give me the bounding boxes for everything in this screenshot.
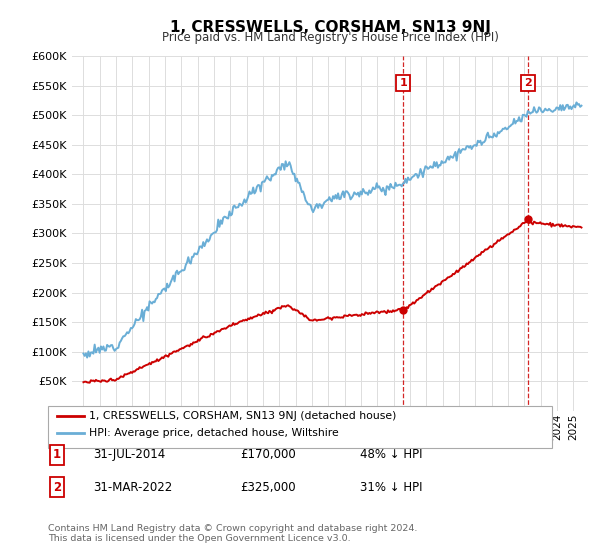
Text: 1: 1 [53, 448, 61, 461]
Text: 1, CRESSWELLS, CORSHAM, SN13 9NJ: 1, CRESSWELLS, CORSHAM, SN13 9NJ [170, 20, 490, 35]
Text: 31-JUL-2014: 31-JUL-2014 [93, 448, 165, 461]
Text: 2: 2 [53, 480, 61, 494]
Text: £325,000: £325,000 [240, 480, 296, 494]
Text: HPI: Average price, detached house, Wiltshire: HPI: Average price, detached house, Wilt… [89, 428, 338, 438]
Text: Price paid vs. HM Land Registry's House Price Index (HPI): Price paid vs. HM Land Registry's House … [161, 31, 499, 44]
Text: 1, CRESSWELLS, CORSHAM, SN13 9NJ (detached house): 1, CRESSWELLS, CORSHAM, SN13 9NJ (detach… [89, 411, 396, 421]
Text: 48% ↓ HPI: 48% ↓ HPI [360, 448, 422, 461]
Text: 31% ↓ HPI: 31% ↓ HPI [360, 480, 422, 494]
Text: 1: 1 [400, 78, 407, 87]
Text: £170,000: £170,000 [240, 448, 296, 461]
Text: 2: 2 [524, 78, 532, 87]
Text: 31-MAR-2022: 31-MAR-2022 [93, 480, 172, 494]
Text: Contains HM Land Registry data © Crown copyright and database right 2024.
This d: Contains HM Land Registry data © Crown c… [48, 524, 418, 543]
